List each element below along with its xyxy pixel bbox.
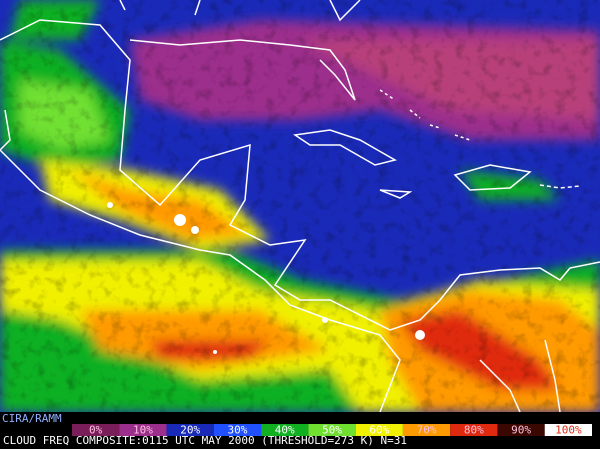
legend-label: 100% bbox=[555, 424, 582, 437]
cloud-maxima bbox=[107, 202, 425, 354]
legend-label: 90% bbox=[511, 424, 531, 437]
legend-swatch bbox=[402, 424, 451, 436]
legend-swatch bbox=[119, 424, 167, 436]
caption: CLOUD FREQ COMPOSITE:0115 UTC MAY 2000 (… bbox=[3, 434, 407, 447]
legend-label: 50% bbox=[322, 424, 342, 437]
legend-swatch bbox=[213, 424, 262, 436]
legend-swatch bbox=[544, 424, 592, 436]
legend-label: 70% bbox=[417, 424, 437, 437]
legend-swatch bbox=[355, 424, 403, 436]
cloud-frequency-map bbox=[0, 0, 600, 412]
coastlines bbox=[0, 0, 600, 412]
legend-label: 80% bbox=[464, 424, 484, 437]
legend-label: 30% bbox=[228, 424, 248, 437]
legend-swatch bbox=[308, 424, 356, 436]
legend-label: 60% bbox=[369, 424, 389, 437]
credit: CIRA/RAMM bbox=[2, 412, 62, 425]
color-legend: 0% 10% 20% 30% 40% 50% 60% 70% 80% 90% 100% bbox=[72, 424, 592, 437]
legend-swatch bbox=[450, 424, 498, 436]
legend-swatch bbox=[166, 424, 214, 436]
legend-swatch bbox=[261, 424, 309, 436]
legend-label: 40% bbox=[275, 424, 295, 437]
legend-label: 10% bbox=[133, 424, 153, 437]
legend-swatch bbox=[497, 424, 545, 436]
legend-swatch bbox=[72, 424, 120, 436]
legend-label: 20% bbox=[180, 424, 200, 437]
legend-label: 0% bbox=[89, 424, 103, 437]
